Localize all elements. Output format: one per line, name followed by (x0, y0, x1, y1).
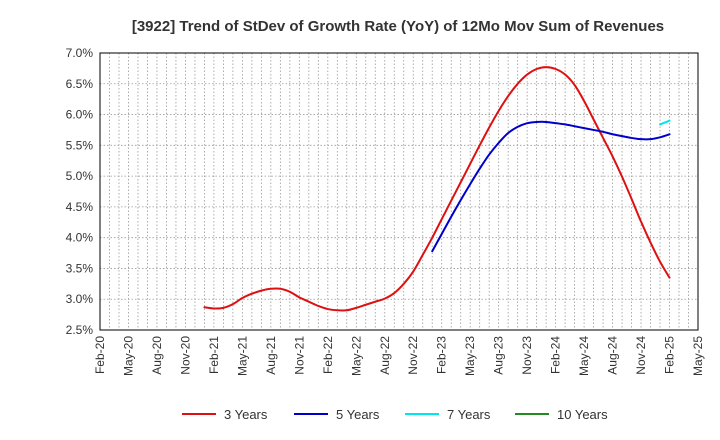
legend-label-3-years: 3 Years (224, 407, 268, 422)
y-axis-ticks: 7.0% 6.5% 6.0% 5.5% 5.0% 4.5% 4.0% 3.5% 3.0% 2.5% (66, 46, 94, 337)
x-axis-ticks: Feb-20 May-20 Aug-20 Nov-20 Feb-21 May-21 Aug-… (93, 336, 705, 376)
y-tick-label: 6.0% (66, 108, 94, 122)
y-tick-label: 7.0% (66, 46, 94, 60)
legend-label-5-years: 5 Years (336, 407, 380, 422)
y-tick-label: 5.0% (66, 169, 94, 183)
x-tick-label: Nov-23 (520, 336, 534, 375)
x-tick-label: Aug-20 (150, 336, 164, 375)
x-tick-label: Feb-25 (663, 336, 677, 374)
x-tick-label: May-20 (121, 336, 135, 376)
y-tick-label: 3.0% (66, 292, 94, 306)
x-tick-label: Feb-21 (207, 336, 221, 374)
x-tick-label: May-21 (235, 336, 249, 376)
x-tick-label: May-24 (577, 336, 591, 376)
series-line-7-years (659, 119, 671, 126)
grid (100, 53, 698, 330)
chart-title: [3922] Trend of StDev of Growth Rate (Yo… (132, 18, 664, 35)
x-tick-label: Aug-24 (606, 336, 620, 375)
x-tick-label: May-22 (349, 336, 363, 376)
legend-label-10-years: 10 Years (557, 407, 608, 422)
legend: 3 Years 5 Years 7 Years 10 Years (182, 407, 608, 422)
x-tick-label: Feb-23 (435, 336, 449, 374)
y-tick-label: 3.5% (66, 261, 94, 275)
y-tick-label: 4.0% (66, 231, 94, 245)
x-tick-label: Feb-20 (93, 336, 107, 374)
y-tick-label: 6.5% (66, 77, 94, 91)
x-tick-label: Aug-21 (264, 336, 278, 375)
x-tick-label: May-25 (691, 336, 705, 376)
y-tick-label: 4.5% (66, 200, 94, 214)
x-tick-label: Feb-22 (321, 336, 335, 374)
x-tick-label: Nov-20 (178, 336, 192, 375)
series-line-5-years (431, 120, 671, 253)
x-tick-label: Nov-24 (634, 336, 648, 375)
series-lines (203, 66, 671, 312)
x-tick-label: May-23 (463, 336, 477, 376)
x-tick-label: Nov-22 (406, 336, 420, 375)
plot-area-border (99, 52, 699, 331)
legend-label-7-years: 7 Years (447, 407, 491, 422)
x-tick-label: Aug-22 (378, 336, 392, 375)
y-tick-label: 5.5% (66, 138, 94, 152)
x-tick-label: Feb-24 (549, 336, 563, 374)
series-line-3-years (203, 66, 671, 312)
x-tick-label: Nov-21 (292, 336, 306, 375)
y-tick-label: 2.5% (66, 323, 94, 337)
x-tick-label: Aug-23 (492, 336, 506, 375)
